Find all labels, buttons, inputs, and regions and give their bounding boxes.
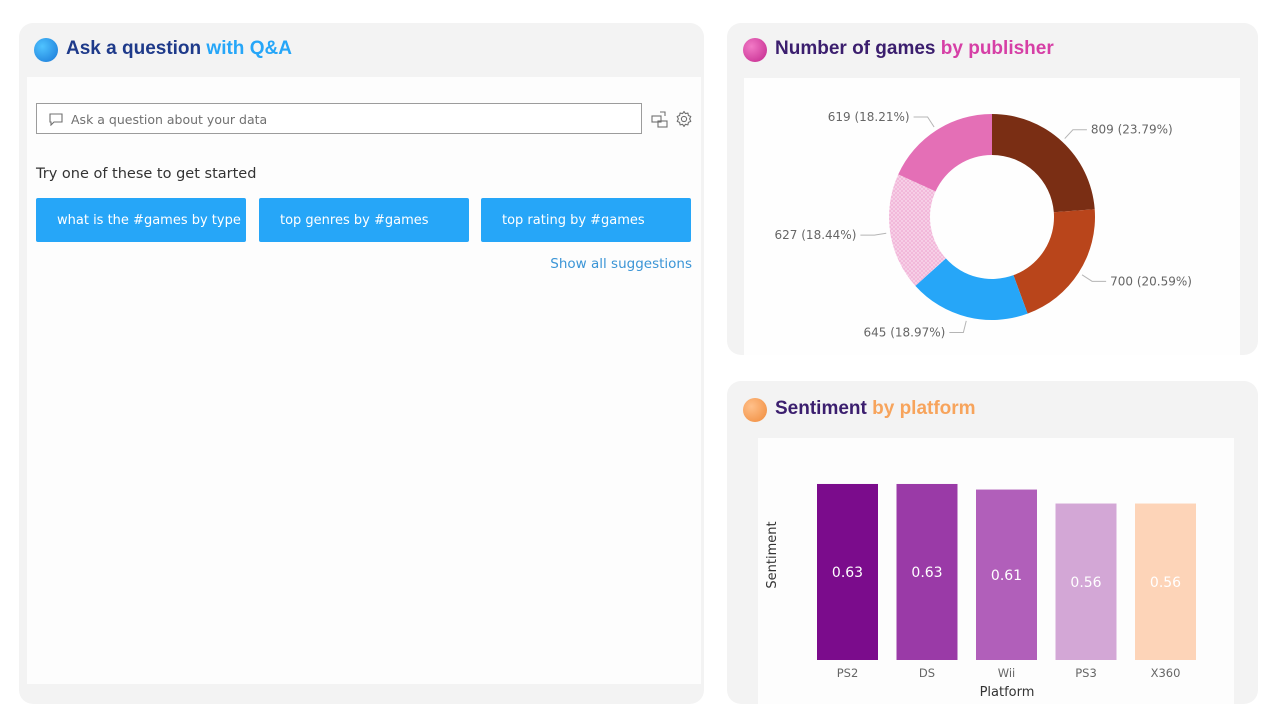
- donut-leader-line: [1081, 274, 1107, 282]
- donut-slice[interactable]: [898, 113, 992, 192]
- suggestion-games-by-type-button[interactable]: what is the #games by type: [36, 198, 246, 242]
- donut-slice[interactable]: [1013, 209, 1095, 314]
- x-tick-label: X360: [1151, 666, 1181, 680]
- qa-title: Ask a question with Q&A: [66, 38, 292, 60]
- donut-data-label: 809 (23.79%): [1091, 123, 1173, 137]
- donut-leader-line: [949, 320, 967, 334]
- donut-data-label: 619 (18.21%): [828, 110, 910, 124]
- qa-title-part1: Ask a question: [66, 38, 207, 59]
- donut-leader-line: [860, 232, 887, 236]
- publisher-title-part1: Number of games: [775, 38, 941, 59]
- qa-orb-icon: [34, 38, 58, 62]
- qa-search-box[interactable]: [36, 103, 642, 135]
- try-suggestions-text: Try one of these to get started: [36, 166, 257, 182]
- qa-title-part2: with Q&A: [206, 38, 292, 59]
- publisher-title: Number of games by publisher: [775, 38, 1054, 60]
- bar[interactable]: [1055, 503, 1117, 660]
- chat-bubble-icon: [49, 113, 63, 126]
- x-tick-label: PS3: [1075, 666, 1097, 680]
- donut-slice[interactable]: [915, 258, 1028, 320]
- sentiment-bar-chart: 0.63 PS2 0.63 DS 0.61 Wii 0.56 PS3 0.56 X360 Platf…: [765, 483, 1196, 700]
- x-tick-label: DS: [919, 666, 935, 680]
- publisher-donut-chart: 809 (23.79%) 700 (20.59%) 645 (18.97%) 627 …: [775, 110, 1192, 340]
- suggestion-top-genres-button[interactable]: top genres by #games: [259, 198, 469, 242]
- x-axis-title: Platform: [980, 685, 1035, 700]
- y-axis-title: Sentiment: [765, 521, 780, 588]
- qa-body: [27, 77, 701, 684]
- settings-gear-icon[interactable]: [675, 110, 693, 128]
- donut-data-label: 627 (18.44%): [775, 228, 857, 242]
- bar[interactable]: [976, 489, 1037, 660]
- donut-leader-line: [1064, 129, 1087, 139]
- sentiment-title-part2: by platform: [872, 398, 976, 419]
- bar[interactable]: [1135, 503, 1196, 660]
- bar-value-label: 0.56: [1150, 575, 1181, 591]
- bar[interactable]: [896, 483, 958, 660]
- bar-value-label: 0.63: [832, 565, 863, 581]
- donut-data-label: 645 (18.97%): [864, 326, 946, 340]
- bar[interactable]: [817, 483, 878, 660]
- qa-card: Ask a question with Q&A: [19, 23, 704, 704]
- publisher-orb-icon: [743, 38, 767, 62]
- sentiment-title-part1: Sentiment: [775, 398, 873, 419]
- donut-leader-line: [913, 116, 935, 128]
- donut-slice[interactable]: [992, 114, 1095, 213]
- show-all-suggestions-link[interactable]: Show all suggestions: [550, 256, 692, 272]
- sentiment-orb-icon: [743, 398, 767, 422]
- donut-data-label: 700 (20.59%): [1110, 274, 1192, 288]
- sentiment-title: Sentiment by platform: [775, 398, 976, 420]
- bar-value-label: 0.56: [1070, 575, 1101, 591]
- convert-to-visual-icon[interactable]: [651, 110, 668, 128]
- publisher-title-part2: by publisher: [940, 38, 1054, 59]
- suggestion-top-rating-button[interactable]: top rating by #games: [481, 198, 691, 242]
- donut-slice[interactable]: [889, 174, 946, 286]
- x-tick-label: PS2: [837, 666, 859, 680]
- bar-value-label: 0.63: [911, 565, 942, 581]
- x-tick-label: Wii: [998, 666, 1016, 680]
- qa-search-input[interactable]: [69, 104, 633, 135]
- bar-value-label: 0.61: [991, 568, 1022, 584]
